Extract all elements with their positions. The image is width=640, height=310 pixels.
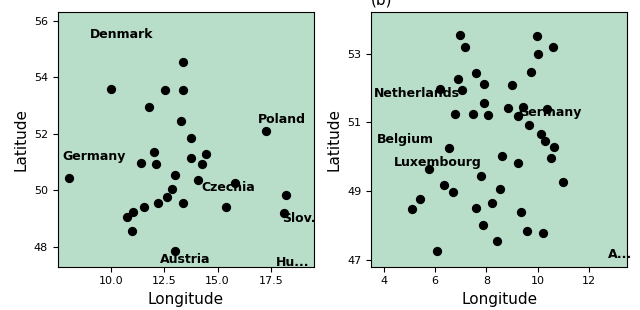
Point (532, 51, 543, 56)
Text: Poland: Poland (258, 113, 306, 126)
Text: Austria: Austria (161, 253, 211, 266)
Point (540, 139, 550, 144)
Point (460, 45, 470, 50)
X-axis label: Longitude: Longitude (461, 292, 537, 307)
Point (415, 196, 426, 201)
Point (170, 249, 180, 254)
Point (479, 100, 490, 105)
Point (139, 205, 149, 210)
Point (538, 231, 548, 236)
Point (230, 181, 240, 186)
Point (477, 223, 488, 228)
Point (153, 201, 163, 206)
Point (507, 82, 517, 87)
Point (167, 186, 177, 191)
Point (450, 111, 460, 116)
Point (546, 156, 556, 161)
Point (549, 145, 559, 150)
Point (178, 88, 188, 93)
X-axis label: Longitude: Longitude (148, 292, 223, 307)
Text: Denmark: Denmark (90, 29, 154, 42)
Point (127, 229, 138, 234)
Point (548, 44, 558, 49)
Point (176, 119, 186, 124)
Text: Slov.: Slov. (282, 212, 316, 225)
Text: Germany: Germany (62, 150, 125, 163)
Point (435, 86, 445, 91)
Point (503, 105, 513, 110)
Point (518, 104, 528, 109)
Point (522, 229, 532, 234)
Point (201, 151, 211, 156)
Point (492, 238, 502, 243)
Text: Hu...: Hu... (275, 256, 309, 269)
Text: A...: A... (607, 248, 632, 261)
Point (513, 114, 524, 119)
Point (536, 132, 546, 137)
Point (64, 175, 74, 180)
Text: Belgium: Belgium (377, 133, 435, 146)
Point (444, 146, 454, 151)
Point (193, 177, 204, 182)
Point (150, 161, 161, 166)
Point (162, 194, 172, 199)
Point (486, 201, 497, 206)
Text: Luxembourg: Luxembourg (394, 156, 482, 169)
Point (407, 206, 417, 211)
Point (432, 249, 442, 254)
Point (148, 150, 159, 155)
Point (186, 135, 196, 140)
Point (196, 161, 207, 166)
Point (424, 167, 434, 172)
Point (160, 88, 170, 93)
Point (495, 187, 506, 192)
Point (128, 209, 138, 214)
Point (221, 205, 231, 210)
Point (483, 112, 493, 117)
Text: (b): (b) (371, 0, 393, 7)
Point (170, 172, 180, 177)
Point (471, 205, 481, 210)
Point (468, 112, 478, 117)
Point (476, 174, 486, 179)
Point (558, 180, 568, 185)
Point (448, 189, 458, 194)
Point (144, 104, 154, 109)
Point (455, 32, 465, 37)
Y-axis label: Latitude: Latitude (13, 108, 28, 171)
Point (261, 129, 271, 134)
Point (186, 156, 196, 161)
Point (281, 193, 291, 198)
Point (179, 201, 189, 206)
Point (542, 107, 552, 112)
Point (479, 81, 489, 86)
Point (452, 76, 463, 81)
Point (106, 86, 116, 91)
Point (439, 182, 449, 187)
Point (136, 160, 146, 165)
Point (471, 70, 481, 75)
Point (516, 209, 526, 214)
Text: Czechia: Czechia (202, 181, 255, 194)
Point (122, 215, 132, 220)
Point (532, 33, 542, 38)
Y-axis label: Latitude: Latitude (326, 108, 342, 171)
Point (524, 122, 534, 127)
Point (525, 70, 536, 75)
Point (457, 88, 467, 93)
Point (179, 59, 189, 64)
Text: Netherlands: Netherlands (374, 86, 460, 100)
Point (278, 210, 289, 215)
Point (513, 160, 523, 165)
Text: Germany: Germany (518, 105, 582, 118)
Point (497, 153, 507, 158)
